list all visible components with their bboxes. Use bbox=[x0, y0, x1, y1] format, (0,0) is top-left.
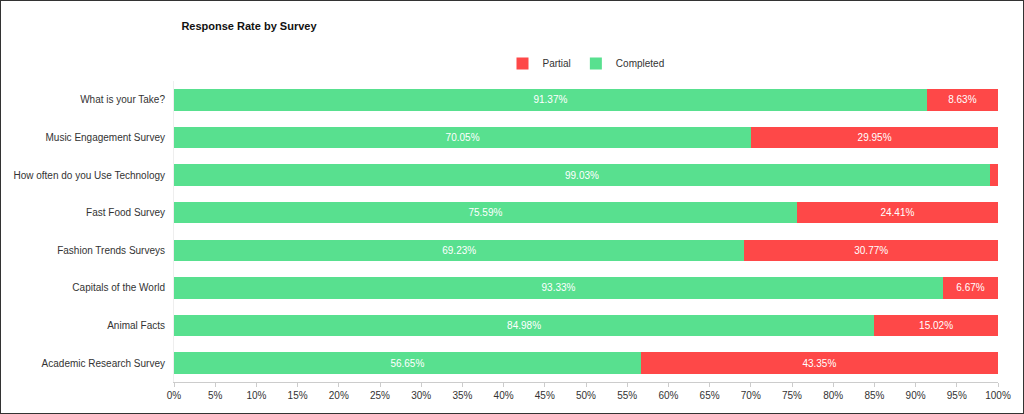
svg-text:Fashion Trends Surveys: Fashion Trends Surveys bbox=[57, 245, 165, 256]
svg-text:43.35%: 43.35% bbox=[802, 358, 836, 369]
svg-text:93.33%: 93.33% bbox=[542, 282, 576, 293]
svg-text:Response Rate by Survey: Response Rate by Survey bbox=[181, 20, 317, 32]
svg-text:30%: 30% bbox=[411, 390, 431, 401]
svg-text:What is your Take?: What is your Take? bbox=[80, 94, 165, 105]
svg-text:6.67%: 6.67% bbox=[956, 282, 984, 293]
svg-text:Fast Food Survey: Fast Food Survey bbox=[86, 207, 165, 218]
svg-text:How often do you Use Technolog: How often do you Use Technology bbox=[13, 170, 165, 181]
svg-text:45%: 45% bbox=[535, 390, 555, 401]
svg-text:24.41%: 24.41% bbox=[880, 207, 914, 218]
svg-text:70.05%: 70.05% bbox=[446, 132, 480, 143]
svg-text:100%: 100% bbox=[985, 390, 1011, 401]
svg-text:90%: 90% bbox=[906, 390, 926, 401]
svg-text:25%: 25% bbox=[370, 390, 390, 401]
svg-text:40%: 40% bbox=[494, 390, 514, 401]
svg-text:60%: 60% bbox=[658, 390, 678, 401]
svg-text:75%: 75% bbox=[782, 390, 802, 401]
svg-text:65%: 65% bbox=[700, 390, 720, 401]
svg-text:30.77%: 30.77% bbox=[854, 245, 888, 256]
svg-text:95%: 95% bbox=[947, 390, 967, 401]
svg-text:91.37%: 91.37% bbox=[533, 94, 567, 105]
svg-text:84.98%: 84.98% bbox=[507, 320, 541, 331]
svg-text:Animal Facts: Animal Facts bbox=[107, 320, 165, 331]
svg-text:5%: 5% bbox=[208, 390, 223, 401]
svg-text:Music Engagement Survey: Music Engagement Survey bbox=[45, 132, 165, 143]
svg-text:29.95%: 29.95% bbox=[858, 132, 892, 143]
svg-text:8.63%: 8.63% bbox=[948, 94, 976, 105]
svg-text:50%: 50% bbox=[576, 390, 596, 401]
svg-text:Partial: Partial bbox=[543, 58, 571, 69]
svg-text:10%: 10% bbox=[246, 390, 266, 401]
svg-text:Capitals of the World: Capitals of the World bbox=[72, 282, 165, 293]
svg-text:Academic Research Survey: Academic Research Survey bbox=[42, 358, 165, 369]
svg-text:80%: 80% bbox=[823, 390, 843, 401]
svg-text:35%: 35% bbox=[452, 390, 472, 401]
svg-text:55%: 55% bbox=[617, 390, 637, 401]
svg-text:56.65%: 56.65% bbox=[390, 358, 424, 369]
svg-text:75.59%: 75.59% bbox=[468, 207, 502, 218]
svg-text:70%: 70% bbox=[741, 390, 761, 401]
svg-text:99.03%: 99.03% bbox=[565, 170, 599, 181]
svg-text:15.02%: 15.02% bbox=[919, 320, 953, 331]
svg-text:69.23%: 69.23% bbox=[442, 245, 476, 256]
svg-text:Completed: Completed bbox=[616, 58, 664, 69]
svg-text:85%: 85% bbox=[864, 390, 884, 401]
svg-text:15%: 15% bbox=[288, 390, 308, 401]
svg-text:0%: 0% bbox=[167, 390, 182, 401]
svg-text:20%: 20% bbox=[329, 390, 349, 401]
